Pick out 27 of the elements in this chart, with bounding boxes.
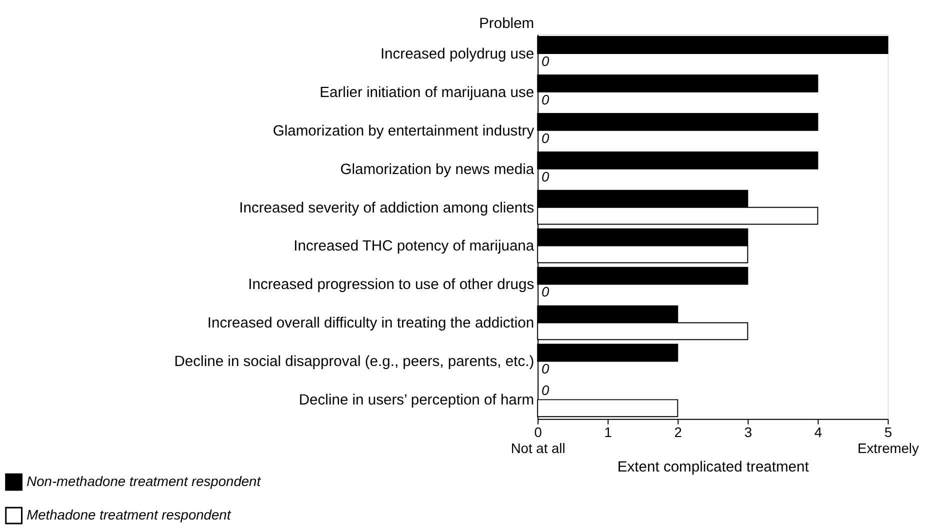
- y-tick-label: Glamorization by news media: [340, 162, 535, 178]
- data-label: 0: [542, 284, 550, 300]
- x-axis-title: Extent complicated treatment: [617, 460, 809, 476]
- y-axis-title: Problem: [479, 16, 534, 32]
- y-tick-label: Glamorization by entertainment industry: [272, 123, 535, 140]
- y-tick-label: Increased polydrug use: [380, 46, 534, 62]
- data-label: 0: [542, 169, 550, 184]
- y-tick-label: Increased severity of addiction among clients: [239, 200, 534, 216]
- y-tick-label: Decline in social disapproval (e.g., peers, parents, etc.): [174, 354, 534, 370]
- x-tick-label: 3: [744, 425, 752, 440]
- legend-label: Methadone treatment respondent: [26, 508, 232, 523]
- data-label: 0: [542, 54, 550, 69]
- data-label: 0: [542, 130, 550, 146]
- x-tick-label: 1: [604, 425, 612, 440]
- y-tick-label: Earlier initiation of marijuana use: [320, 84, 534, 101]
- y-tick-label: Decline in users’ perception of harm: [298, 392, 534, 409]
- data-label: 0: [542, 383, 550, 398]
- x-tick-label: 0 Not at all: [510, 425, 566, 456]
- data-label: 0: [542, 362, 550, 377]
- legend-label: Non-methadone treatment respondent: [26, 474, 262, 489]
- y-tick-label: Increased overall difficulty in treating the addiction: [207, 316, 534, 332]
- y-tick-label: Increased progression to use of other drugs: [248, 277, 534, 294]
- x-tick-label: 5 Extremely: [858, 425, 919, 456]
- x-tick-label: 4: [814, 425, 822, 440]
- data-label: 0: [542, 92, 550, 108]
- x-tick-label: 2: [674, 425, 682, 440]
- y-tick-label: Increased THC potency of marijuana: [294, 238, 535, 255]
